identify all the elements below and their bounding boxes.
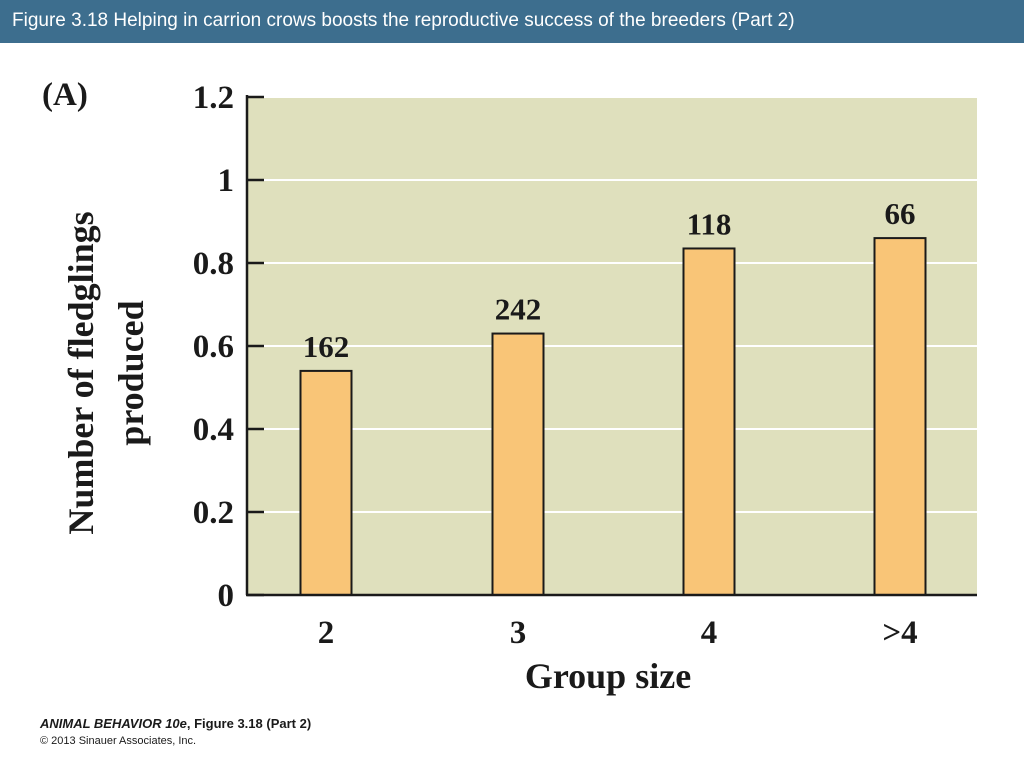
bar-4: [873, 237, 927, 596]
x-tick-label: >4: [882, 615, 917, 651]
y-tick-label: 0.8: [193, 246, 234, 282]
bar-1: [299, 369, 353, 596]
x-tick-label: 4: [701, 615, 718, 651]
y-tick-label: 1.2: [193, 80, 234, 116]
slide-title: Figure 3.18 Helping in carrion crows boo…: [12, 10, 795, 31]
bar-3: [682, 247, 736, 596]
footer-book-title: ANIMAL BEHAVIOR 10e: [40, 716, 187, 731]
y-tick-label: 0.6: [193, 329, 234, 365]
bar-data-label: 118: [687, 206, 732, 241]
footer-copyright: © 2013 Sinauer Associates, Inc.: [40, 735, 197, 747]
y-axis-title-line-1: Number of fledglings: [61, 211, 101, 534]
y-tick-label: 0.4: [193, 412, 234, 448]
x-tick-label: 2: [318, 615, 335, 651]
y-tick-label: 0.2: [193, 495, 234, 531]
bar-2: [491, 332, 545, 596]
x-tick-label: 3: [510, 615, 527, 651]
bar-data-label: 242: [495, 292, 542, 327]
footer-citation: ANIMAL BEHAVIOR 10e, Figure 3.18 (Part 2…: [40, 716, 311, 731]
bar-chart: 162 242 118 66 0 0.2 0.4 0.6 0.8 1 1.2 2 3 4 >4 (A) Nu…: [42, 77, 977, 696]
bar-data-label: 162: [303, 329, 350, 364]
footer-figure-ref: , Figure 3.18 (Part 2): [186, 716, 312, 731]
slide-header: Figure 3.18 Helping in carrion crows boo…: [0, 0, 1024, 43]
x-axis-title: Group size: [525, 656, 691, 696]
y-tick-label: 1: [218, 163, 235, 199]
bar-data-label: 66: [885, 196, 916, 231]
panel-label: (A): [42, 77, 88, 113]
y-axis-title-line-2: produced: [111, 300, 151, 445]
y-tick-label: 0: [218, 578, 235, 614]
y-axis-title: Number of fledglings produced: [61, 211, 151, 534]
